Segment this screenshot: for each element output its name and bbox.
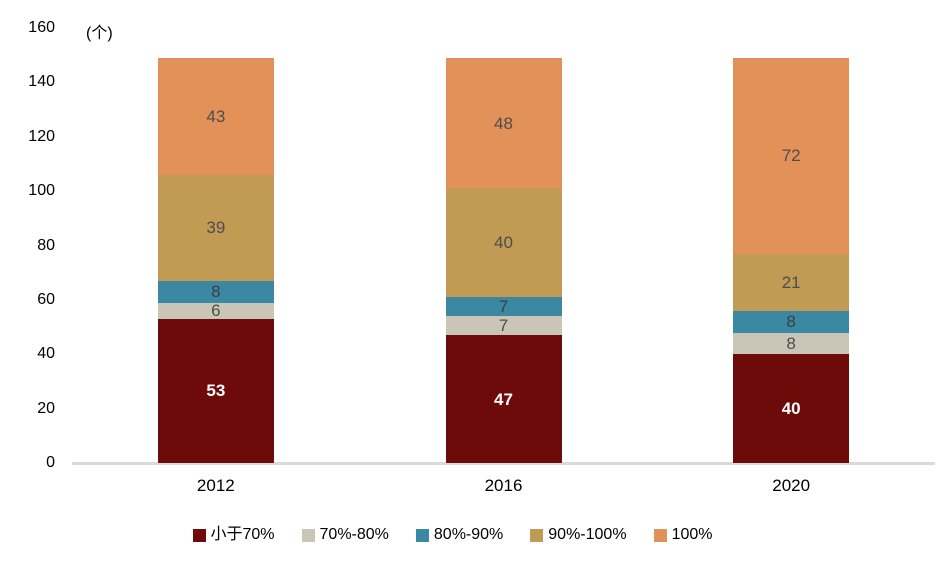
bar-value-label: 21 [781, 272, 801, 292]
bar-value-label: 8 [211, 282, 221, 302]
bar-segment: 72 [733, 57, 850, 254]
bar-2020: 40 8 8 21 72 [733, 28, 850, 463]
y-axis-tick-label: 40 [37, 345, 55, 363]
bar-segment: 8 [733, 332, 850, 355]
bar-segment: 47 [445, 335, 562, 463]
bar-value-label: 7 [498, 316, 509, 336]
legend-label: 70%-80% [319, 526, 389, 543]
bar-segment: 43 [157, 57, 274, 175]
x-axis-label: 2012 [196, 476, 235, 495]
legend-item: 100% [653, 526, 713, 544]
y-axis-tick-label: 0 [46, 454, 55, 471]
y-axis-tick-label: 160 [28, 19, 55, 36]
legend-swatch-icon [530, 528, 544, 542]
y-axis-tick-label: 140 [28, 73, 55, 91]
legend-item: 90%-100% [530, 526, 627, 544]
bar-value-label: 72 [781, 146, 801, 166]
y-axis-tick-label: 100 [28, 182, 55, 200]
x-axis-label: 2016 [484, 476, 523, 495]
bar-value-label: 8 [786, 312, 796, 332]
legend-swatch-icon [301, 528, 315, 542]
bar-value-label: 39 [206, 218, 226, 238]
legend: 小于70% 70%-80% 80%-90% 90%-100% 100% [0, 526, 905, 544]
bar-value-label: 53 [206, 381, 226, 401]
legend-item: 70%-80% [301, 526, 389, 544]
bar-value-label: 8 [786, 333, 796, 353]
plot-area: 53 6 8 39 43 47 7 7 40 48 40 8 8 21 72 [72, 28, 935, 465]
legend-swatch-icon [415, 528, 429, 542]
bar-value-label: 40 [494, 233, 513, 253]
y-axis-tick-label: 120 [28, 127, 55, 145]
x-axis-labels: 2012 2016 2020 [72, 476, 935, 498]
bar-2016: 47 7 7 40 48 [445, 28, 562, 463]
y-axis-tick-label: 60 [37, 290, 55, 308]
legend-label: 小于70% [210, 526, 275, 543]
bar-segment: 8 [157, 280, 274, 303]
bar-2012: 53 6 8 39 43 [157, 28, 274, 463]
bar-value-label: 48 [494, 113, 513, 133]
bar-value-label: 43 [206, 106, 226, 126]
y-axis-unit-label: (个) [86, 25, 113, 42]
bar-segment: 48 [445, 57, 562, 189]
legend-swatch-icon [192, 528, 206, 542]
legend-label: 90%-100% [548, 526, 627, 543]
bar-segment: 40 [733, 354, 850, 463]
bar-segment: 7 [445, 316, 562, 336]
legend-swatch-icon [653, 528, 667, 542]
legend-item: 80%-90% [415, 526, 504, 544]
bar-segment: 8 [733, 310, 850, 333]
y-axis-tick-label: 80 [37, 236, 55, 254]
bar-segment: 21 [733, 253, 850, 311]
bar-segment: 39 [157, 174, 274, 281]
x-axis-line [72, 462, 935, 465]
bar-value-label: 7 [498, 297, 509, 317]
bar-value-label: 40 [781, 399, 801, 419]
legend-label: 80%-90% [433, 526, 504, 543]
bar-segment: 7 [445, 297, 562, 317]
legend-item: 小于70% [192, 526, 275, 544]
bar-value-label: 6 [211, 301, 221, 321]
bar-segment: 53 [157, 318, 274, 463]
legend-label: 100% [671, 526, 713, 543]
bar-segment: 40 [445, 188, 562, 298]
y-axis-tick-label: 20 [37, 399, 55, 417]
bar-segment: 6 [157, 301, 274, 321]
x-axis-label: 2020 [772, 476, 811, 495]
bar-value-label: 47 [494, 389, 513, 409]
